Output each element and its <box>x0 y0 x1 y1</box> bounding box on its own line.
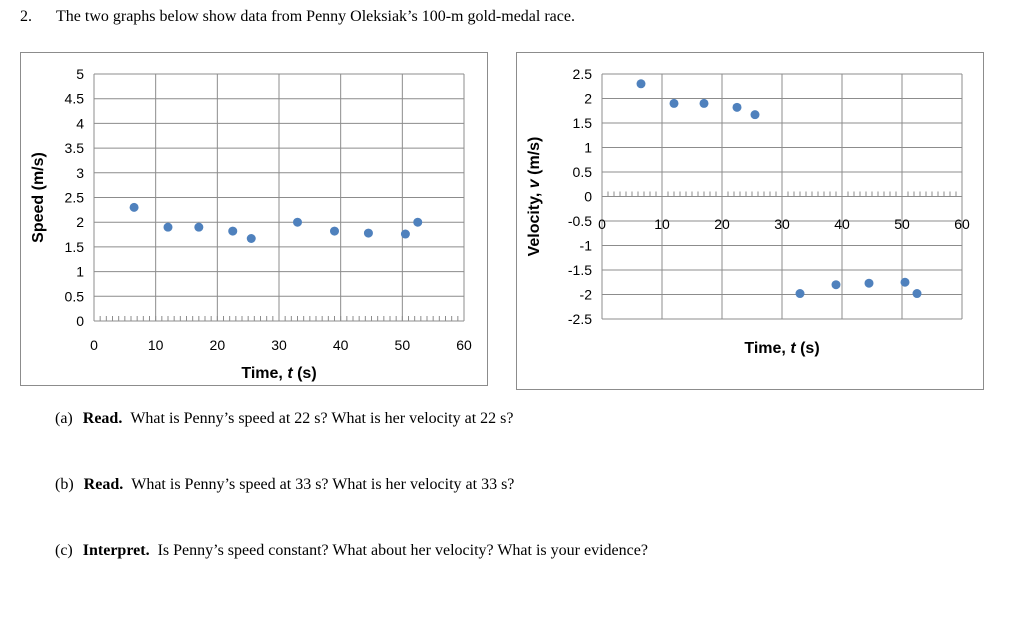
x-tick-label: 40 <box>333 337 349 353</box>
y-tick-label: -2.5 <box>568 311 592 327</box>
data-point <box>163 222 173 232</box>
x-tick-label: 20 <box>714 216 730 232</box>
y-tick-label: 2 <box>584 91 592 107</box>
prompt-c: (c) Interpret. Is Penny’s speed constant? … <box>55 542 648 560</box>
data-point <box>750 110 760 120</box>
prompt-b-tag: (b) <box>55 476 74 493</box>
prompt-a-text: What is Penny’s speed at 22 s? What is h… <box>130 410 514 427</box>
y-axis-title: Speed (m/s) <box>30 152 47 243</box>
x-tick-label: 60 <box>456 337 472 353</box>
x-tick-label: 30 <box>774 216 790 232</box>
data-point <box>246 234 256 244</box>
data-point <box>413 217 423 227</box>
speed-chart: 0 0.5 1 1.5 2 2.5 3 3.5 4 4.5 5 0 10 20 30 40 50 60 Time, … <box>20 52 488 386</box>
velocity-chart: -2.5 -2 -1.5 -1 -0.5 0 0.5 1 1.5 2 2.5 0 10 20 30 40 50 6… <box>516 52 984 390</box>
speed-chart-svg: 00.511.522.533.544.550 10 20 30 40 50 60Time, … <box>30 66 472 382</box>
prompt-b-text: What is Penny’s speed at 33 s? What is h… <box>131 476 515 493</box>
prompt-b: (b) Read. What is Penny’s speed at 33 s? W… <box>55 476 514 494</box>
y-tick-label: 4 <box>76 115 84 131</box>
y-tick-label: 3 <box>76 165 84 181</box>
x-axis-title: Time, t (s) <box>241 365 316 382</box>
y-tick-label: 0 <box>584 189 592 205</box>
y-tick-label: 2.5 <box>573 66 593 82</box>
data-point <box>795 289 805 299</box>
data-point <box>912 289 922 299</box>
question-intro: The two graphs below show data from Penn… <box>56 8 575 25</box>
y-tick-label: 1 <box>76 264 84 280</box>
x-tick-label: 10 <box>654 216 670 232</box>
x-axis-title: Time, t (s) <box>744 340 819 357</box>
prompt-b-bold: Read. <box>83 476 124 493</box>
y-tick-label: 0.5 <box>573 164 593 180</box>
y-tick-label: 1.5 <box>573 115 593 131</box>
velocity-chart-svg: -2.5 -2 -1.5 -1 -0.5 0 0.5 1 1.5 2 2.5 0 10 20 30 40 50 6… <box>526 66 970 357</box>
prompt-a-tag: (a) <box>55 410 73 427</box>
y-tick-label: 5 <box>76 66 84 82</box>
data-point <box>129 202 139 212</box>
x-tick-label: 10 <box>148 337 164 353</box>
data-point <box>699 98 709 108</box>
x-tick-label: 50 <box>894 216 910 232</box>
y-tick-label: 3.5 <box>65 140 85 156</box>
data-point <box>831 280 841 290</box>
data-point <box>864 278 874 288</box>
data-point <box>293 217 302 227</box>
y-tick-label: -1 <box>580 238 593 254</box>
y-tick-label: 1 <box>584 140 592 156</box>
x-tick-label: 0 <box>90 337 98 353</box>
x-tick-label: 40 <box>834 216 850 232</box>
data-point <box>732 102 742 112</box>
data-point <box>194 222 204 232</box>
data-point <box>363 228 373 238</box>
y-axis-title: Velocity, v (m/s) <box>526 137 543 257</box>
y-tick-label: 0.5 <box>65 288 85 304</box>
data-point <box>636 79 646 89</box>
y-tick-label: -0.5 <box>568 213 592 229</box>
prompt-c-tag: (c) <box>55 542 73 559</box>
question-number: 2. <box>20 8 32 25</box>
y-tick-label: 1.5 <box>65 239 85 255</box>
prompt-c-bold: Interpret. <box>82 542 150 559</box>
prompt-a: (a) Read. What is Penny’s speed at 22 s? W… <box>55 410 514 428</box>
data-point <box>900 277 910 287</box>
y-tick-label: 2 <box>76 214 84 230</box>
y-tick-label: 0 <box>76 313 84 329</box>
x-tick-label: 60 <box>954 216 970 232</box>
y-tick-label: -1.5 <box>568 262 592 278</box>
y-tick-label: 4.5 <box>65 91 85 107</box>
y-tick-label: -2 <box>580 287 593 303</box>
data-point <box>400 229 410 239</box>
x-tick-label: 50 <box>395 337 411 353</box>
data-point <box>330 226 339 236</box>
data-point <box>669 98 679 108</box>
x-tick-label: 0 <box>598 216 606 232</box>
x-tick-label: 30 <box>271 337 287 353</box>
prompt-a-bold: Read. <box>82 410 123 427</box>
prompt-c-text: Is Penny’s speed constant? What about he… <box>157 542 648 559</box>
y-tick-label: 2.5 <box>65 190 85 206</box>
x-tick-label: 20 <box>210 337 226 353</box>
data-point <box>228 226 238 236</box>
